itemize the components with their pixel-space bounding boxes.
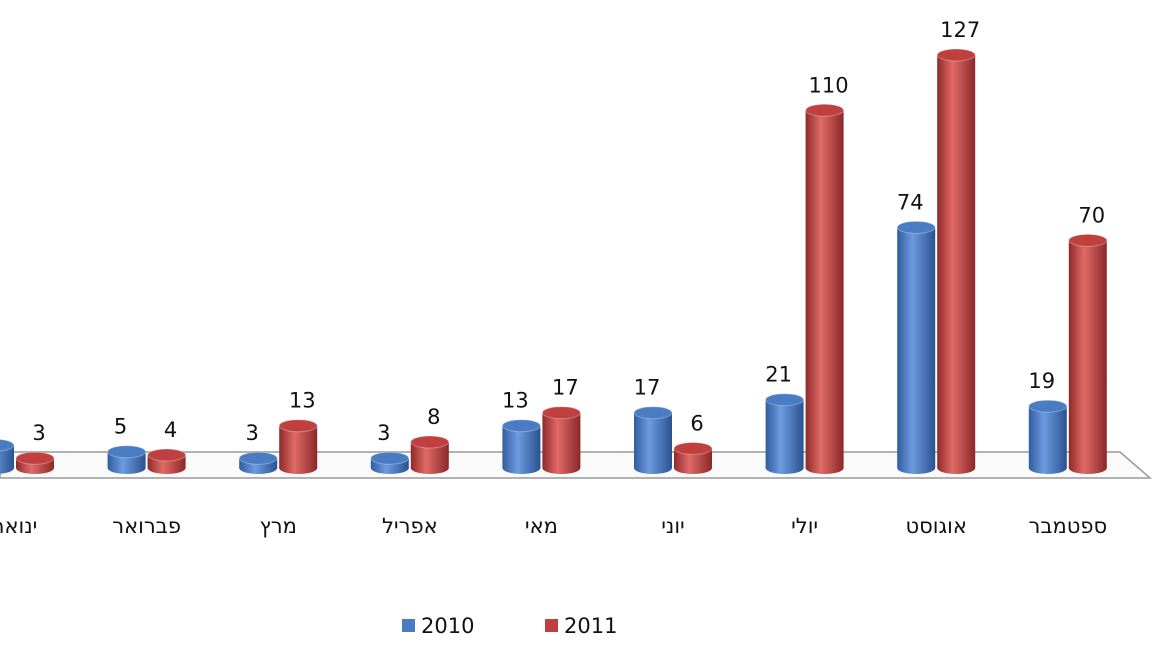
bar-top [107, 445, 147, 459]
bar [805, 110, 844, 469]
legend-label: 2010 [421, 614, 474, 638]
data-label: 19 [1028, 369, 1055, 393]
bar [765, 399, 804, 468]
data-label: 4 [164, 418, 177, 442]
bar [897, 227, 936, 468]
data-label: 13 [502, 389, 529, 413]
x-tick-label: אפריל [382, 514, 438, 538]
bar-top [410, 435, 450, 449]
bar-top [147, 448, 187, 462]
x-tick-label: יוני [661, 514, 685, 538]
data-label: 3 [246, 421, 259, 445]
data-label: 3 [377, 421, 390, 445]
bar-top [15, 451, 55, 465]
data-label: 17 [634, 376, 661, 400]
x-tick-label: אוגוסט [906, 514, 967, 538]
bar-top [805, 103, 845, 117]
data-label: 13 [289, 389, 316, 413]
data-label: 8 [427, 405, 440, 429]
x-tick-label: ספטמבר [1028, 514, 1107, 538]
bar [502, 425, 541, 468]
legend-swatch [402, 619, 415, 632]
bar [937, 55, 976, 468]
bar-top [896, 220, 936, 234]
data-label: 70 [1078, 203, 1105, 227]
data-label: 5 [114, 415, 127, 439]
bar-top [673, 441, 713, 455]
x-tick-label: ינואר [0, 514, 37, 538]
bar-top [765, 393, 805, 407]
bar-top [541, 406, 581, 420]
data-label: 74 [897, 190, 924, 214]
x-tick-label: פברואר [112, 514, 181, 538]
data-label: 21 [765, 363, 792, 387]
data-label: 3 [32, 421, 45, 445]
legend-label: 2011 [564, 614, 617, 638]
bar-top [633, 406, 673, 420]
x-tick-label: יולי [791, 514, 818, 538]
bar [542, 412, 581, 468]
data-label: 127 [940, 18, 980, 42]
bar-top [238, 451, 278, 465]
bar [279, 425, 318, 468]
data-label: 6 [690, 411, 703, 435]
bar-top [501, 419, 541, 433]
bar-top [278, 419, 318, 433]
bar-top [0, 438, 15, 452]
bar-top [1028, 399, 1068, 413]
bar-top [370, 451, 410, 465]
data-label: 17 [552, 376, 579, 400]
bar [1028, 406, 1067, 468]
bar [634, 412, 672, 468]
x-tick-label: מאי [525, 514, 558, 538]
legend-swatch [545, 619, 558, 632]
bar-top [1068, 233, 1108, 247]
data-label: 110 [809, 73, 849, 97]
bar [1068, 240, 1107, 468]
x-tick-label: מרץ [259, 514, 296, 538]
bar [0, 445, 14, 468]
bar-top [936, 48, 976, 62]
